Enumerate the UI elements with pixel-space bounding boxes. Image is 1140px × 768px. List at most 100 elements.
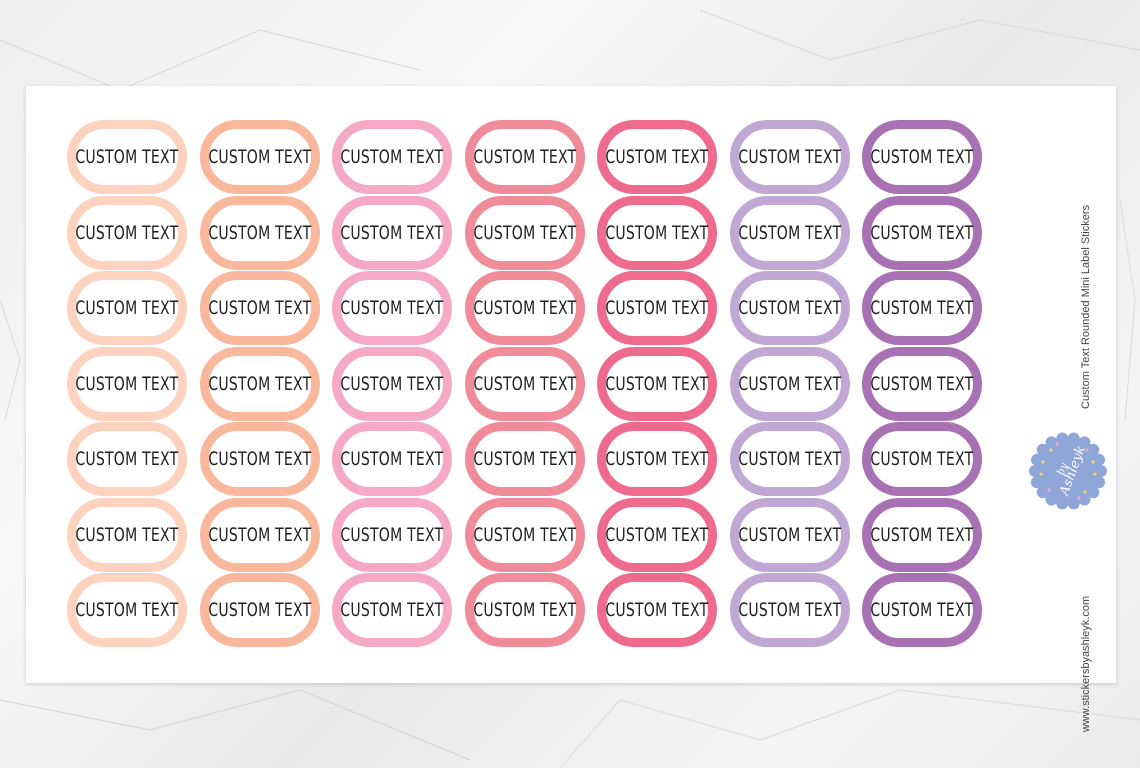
sticker-label: CUSTOM TEXT <box>332 573 452 647</box>
sticker-label: CUSTOM TEXT <box>67 195 187 270</box>
sticker-text: CUSTOM TEXT <box>737 146 842 168</box>
sticker-text: CUSTOM TEXT <box>75 146 179 168</box>
sticker-text: CUSTOM TEXT <box>870 599 974 621</box>
sticker-label: CUSTOM TEXT <box>332 271 452 345</box>
sticker-label: CUSTOM TEXT <box>464 346 585 421</box>
sticker-label: CUSTOM TEXT <box>67 271 187 345</box>
sticker-label: CUSTOM TEXT <box>862 120 982 194</box>
sticker-text: CUSTOM TEXT <box>472 599 577 621</box>
sticker-text: CUSTOM TEXT <box>75 372 179 395</box>
sticker-text: CUSTOM TEXT <box>737 372 842 395</box>
sticker-text: CUSTOM TEXT <box>870 372 974 395</box>
sticker-label: CUSTOM TEXT <box>199 573 320 647</box>
sticker-label: CUSTOM TEXT <box>862 195 982 270</box>
sticker-label: CUSTOM TEXT <box>862 573 982 647</box>
sticker-text: CUSTOM TEXT <box>605 599 709 621</box>
sticker-text: CUSTOM TEXT <box>605 448 709 470</box>
sticker-label: CUSTOM TEXT <box>597 573 717 647</box>
sticker-text: CUSTOM TEXT <box>75 297 179 319</box>
sticker-text: CUSTOM TEXT <box>472 448 577 470</box>
sticker-label: CUSTOM TEXT <box>332 195 452 270</box>
sticker-text: CUSTOM TEXT <box>207 146 312 168</box>
sticker-text: CUSTOM TEXT <box>340 297 444 319</box>
sticker-label: CUSTOM TEXT <box>729 422 850 496</box>
sticker-sheet: CUSTOM TEXT CUSTOM TEXT CUSTOM TEXT CUSTOM … <box>26 86 1116 732</box>
sticker-label: CUSTOM TEXT <box>464 195 585 270</box>
brand-badge: by Ashleyk <box>1029 432 1107 510</box>
sticker-text: CUSTOM TEXT <box>472 297 577 319</box>
sticker-text: CUSTOM TEXT <box>870 448 974 470</box>
sticker-label: CUSTOM TEXT <box>597 120 717 194</box>
sticker-label: CUSTOM TEXT <box>597 346 717 421</box>
sticker-label: CUSTOM TEXT <box>67 573 187 647</box>
sticker-text: CUSTOM TEXT <box>340 146 444 168</box>
sticker-label: CUSTOM TEXT <box>332 120 452 194</box>
sticker-label: CUSTOM TEXT <box>67 120 187 194</box>
sticker-label: CUSTOM TEXT <box>862 497 982 572</box>
sticker-text: CUSTOM TEXT <box>472 221 577 244</box>
sticker-label: CUSTOM TEXT <box>199 346 320 421</box>
sticker-text: CUSTOM TEXT <box>870 297 974 319</box>
sticker-label: CUSTOM TEXT <box>597 195 717 270</box>
sticker-label: CUSTOM TEXT <box>862 271 982 345</box>
sticker-label: CUSTOM TEXT <box>862 346 982 421</box>
sticker-label: CUSTOM TEXT <box>729 120 850 194</box>
sticker-text: CUSTOM TEXT <box>472 523 577 546</box>
sticker-text: CUSTOM TEXT <box>340 372 444 395</box>
sticker-text: CUSTOM TEXT <box>472 372 577 395</box>
sticker-text: CUSTOM TEXT <box>870 221 974 244</box>
sticker-text: CUSTOM TEXT <box>207 372 312 395</box>
sticker-label: CUSTOM TEXT <box>67 422 187 496</box>
sticker-label: CUSTOM TEXT <box>464 497 585 572</box>
sticker-label: CUSTOM TEXT <box>729 573 850 647</box>
sticker-label: CUSTOM TEXT <box>332 497 452 572</box>
sticker-text: CUSTOM TEXT <box>605 372 709 395</box>
website-url: www.stickersbyashleyk.com <box>1080 595 1092 733</box>
sticker-text: CUSTOM TEXT <box>605 221 709 244</box>
sticker-label: CUSTOM TEXT <box>332 346 452 421</box>
sticker-text: CUSTOM TEXT <box>737 297 842 319</box>
sticker-label: CUSTOM TEXT <box>464 573 585 647</box>
sticker-label: CUSTOM TEXT <box>729 346 850 421</box>
sticker-text: CUSTOM TEXT <box>472 146 577 168</box>
sticker-label: CUSTOM TEXT <box>67 346 187 421</box>
sticker-text: CUSTOM TEXT <box>737 523 842 546</box>
sticker-label: CUSTOM TEXT <box>729 195 850 270</box>
sticker-text: CUSTOM TEXT <box>207 448 312 470</box>
sticker-text: CUSTOM TEXT <box>207 523 312 546</box>
sticker-label: CUSTOM TEXT <box>199 120 320 194</box>
sticker-label: CUSTOM TEXT <box>597 271 717 345</box>
sticker-label: CUSTOM TEXT <box>464 271 585 345</box>
sticker-label: CUSTOM TEXT <box>862 422 982 496</box>
sticker-label: CUSTOM TEXT <box>199 422 320 496</box>
sticker-label: CUSTOM TEXT <box>464 120 585 194</box>
sticker-label: CUSTOM TEXT <box>729 497 850 572</box>
sticker-text: CUSTOM TEXT <box>605 297 709 319</box>
sticker-label: CUSTOM TEXT <box>199 195 320 270</box>
sticker-text: CUSTOM TEXT <box>340 221 444 244</box>
sticker-text: CUSTOM TEXT <box>737 599 842 621</box>
sticker-text: CUSTOM TEXT <box>870 146 974 168</box>
sticker-text: CUSTOM TEXT <box>207 221 312 244</box>
sticker-text: CUSTOM TEXT <box>870 523 974 546</box>
sticker-text: CUSTOM TEXT <box>75 448 179 470</box>
sticker-label: CUSTOM TEXT <box>464 422 585 496</box>
sticker-label: CUSTOM TEXT <box>332 422 452 496</box>
sticker-text: CUSTOM TEXT <box>75 599 179 621</box>
sticker-label: CUSTOM TEXT <box>199 497 320 572</box>
sticker-label: CUSTOM TEXT <box>597 422 717 496</box>
sticker-text: CUSTOM TEXT <box>605 146 709 168</box>
sticker-label: CUSTOM TEXT <box>729 271 850 345</box>
sticker-text: CUSTOM TEXT <box>340 599 444 621</box>
sticker-label: CUSTOM TEXT <box>199 271 320 345</box>
sticker-text: CUSTOM TEXT <box>605 523 709 546</box>
sheet-title: Custom Text Rounded Mini Label Stickers <box>1080 204 1092 409</box>
badge-by-text: by <box>1056 461 1071 476</box>
sticker-label: CUSTOM TEXT <box>597 497 717 572</box>
sticker-text: CUSTOM TEXT <box>737 221 842 244</box>
sticker-text: CUSTOM TEXT <box>207 599 312 621</box>
sticker-text: CUSTOM TEXT <box>737 448 842 470</box>
sticker-text: CUSTOM TEXT <box>340 523 444 546</box>
sticker-label: CUSTOM TEXT <box>67 497 187 572</box>
sticker-text: CUSTOM TEXT <box>207 297 312 319</box>
